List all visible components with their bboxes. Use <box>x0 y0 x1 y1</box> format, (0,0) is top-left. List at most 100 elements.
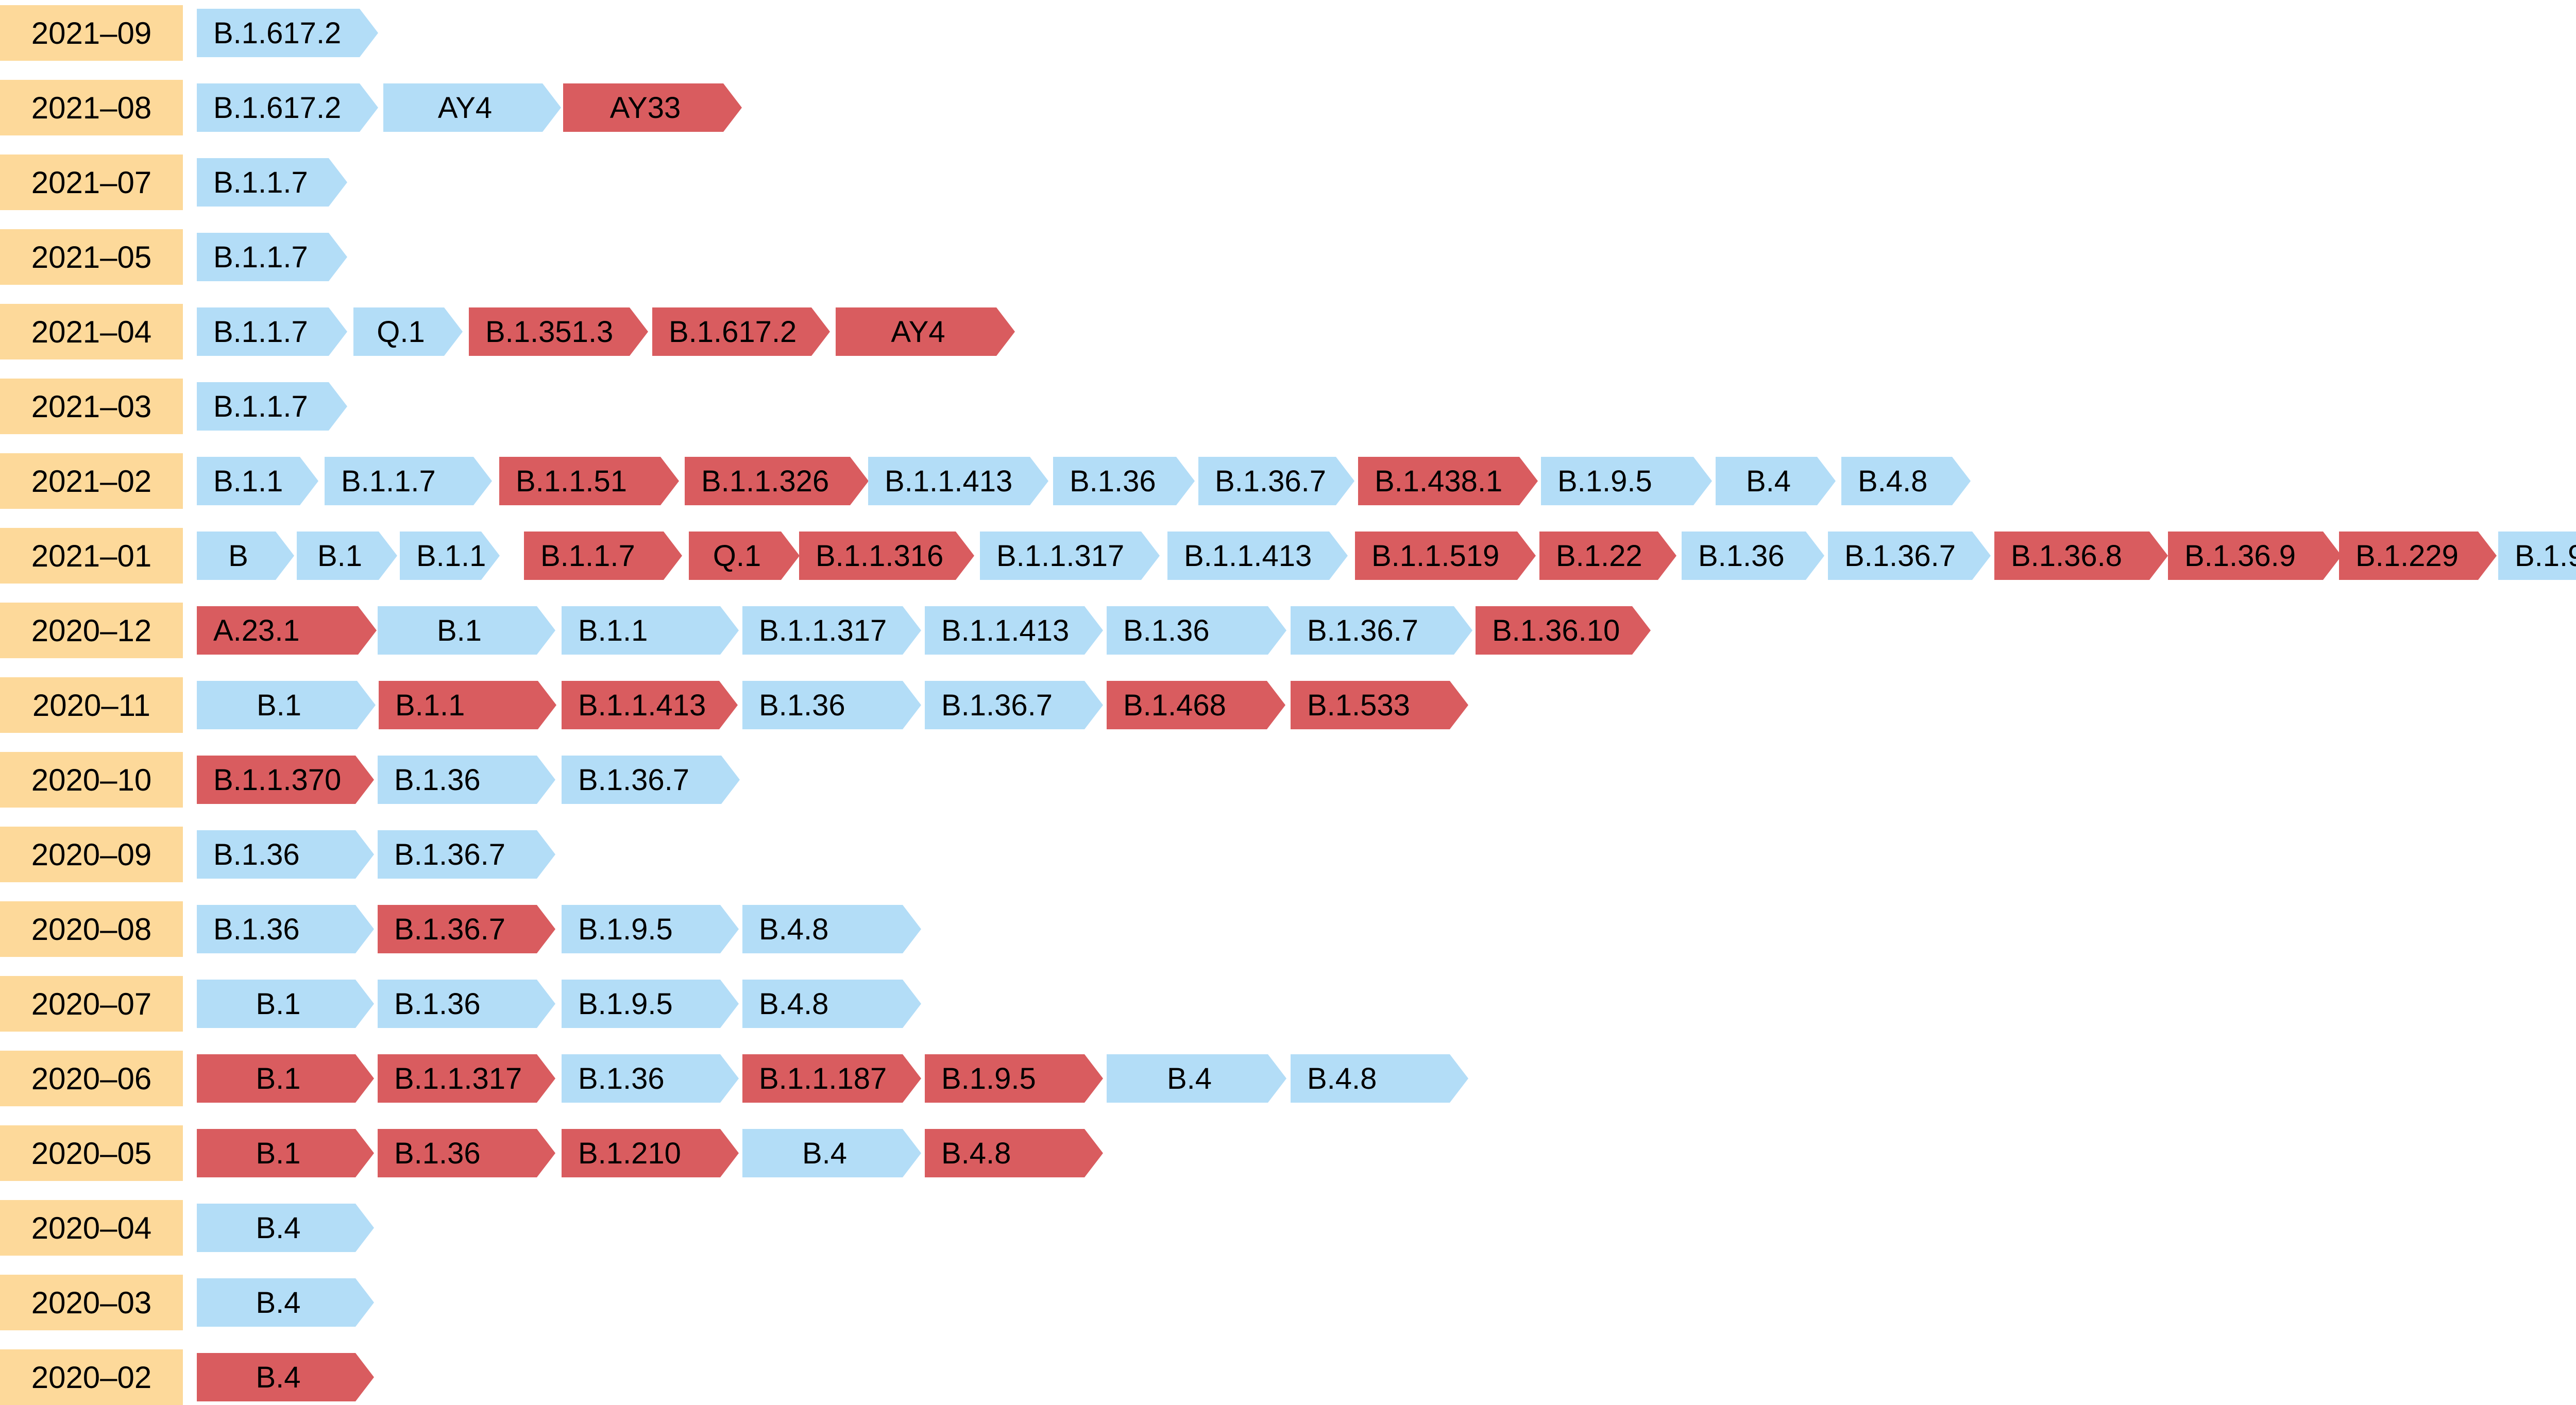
month-label-2020-09: 2020–09 <box>0 827 183 882</box>
lineage-tag-b-1-1-7-blue: B.1.1.7 <box>197 382 347 431</box>
lineage-tag-b-1-229-red: B.1.229 <box>2339 532 2497 580</box>
lineage-tag-b-1-22-red: B.1.22 <box>1539 532 1676 580</box>
month-label-2020-05: 2020–05 <box>0 1125 183 1181</box>
month-label-2021-08: 2021–08 <box>0 80 183 135</box>
lineage-tag-b-1-blue: B.1 <box>197 681 376 729</box>
month-label-2020-10: 2020–10 <box>0 752 183 808</box>
lineage-tag-b-1-1-blue: B.1.1 <box>197 457 318 505</box>
month-label-2020-02: 2020–02 <box>0 1349 183 1405</box>
lineage-tag-b-1-210-red: B.1.210 <box>562 1129 739 1177</box>
lineage-tag-b-1-36-red: B.1.36 <box>378 1129 555 1177</box>
lineage-tag-b-1-36-10-red: B.1.36.10 <box>1476 606 1651 655</box>
lineage-tag-b-1-red: B.1 <box>197 1054 374 1103</box>
lineage-tag-b-1-1-187-red: B.1.1.187 <box>742 1054 921 1103</box>
lineage-tag-b-1-1-370-red: B.1.1.370 <box>197 756 374 804</box>
month-label-2021-04: 2021–04 <box>0 304 183 359</box>
month-label-2020-03: 2020–03 <box>0 1275 183 1330</box>
month-label-2020-11: 2020–11 <box>0 677 183 733</box>
lineage-tag-b-1-blue: B.1 <box>378 606 555 655</box>
lineage-tag-b-1-blue: B.1 <box>197 980 374 1028</box>
lineage-tag-b-1-9-5-blue: B.1.9.5 <box>562 905 739 953</box>
month-label-2021-09: 2021–09 <box>0 5 183 61</box>
month-label-2020-12: 2020–12 <box>0 603 183 658</box>
lineage-tag-b-1-1-519-red: B.1.1.519 <box>1355 532 1536 580</box>
lineage-tag-b-1-blue: B.1 <box>297 532 397 580</box>
lineage-tag-b-1-36-blue: B.1.36 <box>378 756 555 804</box>
lineage-tag-b-1-1-316-red: B.1.1.316 <box>799 532 974 580</box>
lineage-tag-b-4-blue: B.4 <box>1716 457 1836 505</box>
lineage-tag-b-1-36-blue: B.1.36 <box>562 1054 739 1103</box>
lineage-tag-b-1-36-blue: B.1.36 <box>1107 606 1286 655</box>
lineage-tag-b-1-617-2-red: B.1.617.2 <box>652 307 830 356</box>
lineage-tag-ay4-red: AY4 <box>836 307 1015 356</box>
lineage-tag-b-4-8-blue: B.4.8 <box>742 980 921 1028</box>
lineage-tag-b-1-red: B.1 <box>197 1129 374 1177</box>
lineage-tag-b-4-8-red: B.4.8 <box>925 1129 1103 1177</box>
lineage-tag-ay33-red: AY33 <box>563 83 742 132</box>
lineage-tag-b-1-36-7-blue: B.1.36.7 <box>1198 457 1354 505</box>
lineage-tag-b-1-36-9-red: B.1.36.9 <box>2168 532 2342 580</box>
lineage-tag-b-1-1-51-red: B.1.1.51 <box>499 457 679 505</box>
lineage-tag-b-1-533-red: B.1.533 <box>1291 681 1468 729</box>
lineage-tag-b-1-36-blue: B.1.36 <box>197 905 374 953</box>
lineage-tag-b-1-1-413-blue: B.1.1.413 <box>925 606 1103 655</box>
month-label-2021-07: 2021–07 <box>0 155 183 210</box>
month-label-2021-02: 2021–02 <box>0 453 183 509</box>
lineage-tag-b-1-1-7-blue: B.1.1.7 <box>197 158 347 207</box>
lineage-tag-b-1-9-5-blue: B.1.9.5 <box>1541 457 1712 505</box>
lineage-tag-b-4-blue: B.4 <box>197 1204 374 1252</box>
lineage-tag-b-4-8-blue: B.4.8 <box>742 905 921 953</box>
lineage-tag-b-1-36-7-blue: B.1.36.7 <box>378 830 555 879</box>
lineage-tag-b-1-36-7-red: B.1.36.7 <box>378 905 555 953</box>
lineage-tag-b-4-red: B.4 <box>197 1353 374 1401</box>
lineage-tag-b-1-9-5-red: B.1.9.5 <box>925 1054 1103 1103</box>
lineage-tag-b-1-1-red: B.1.1 <box>379 681 556 729</box>
lineage-tag-b-4-blue: B.4 <box>197 1278 374 1327</box>
lineage-tag-b-1-351-3-red: B.1.351.3 <box>469 307 648 356</box>
month-label-2020-08: 2020–08 <box>0 901 183 957</box>
lineage-tag-a-23-1-red: A.23.1 <box>197 606 377 655</box>
month-label-2020-07: 2020–07 <box>0 976 183 1032</box>
lineage-tag-b-1-1-7-blue: B.1.1.7 <box>325 457 492 505</box>
lineage-tag-b-1-36-blue: B.1.36 <box>1053 457 1195 505</box>
lineage-tag-ay4-blue: AY4 <box>383 83 561 132</box>
month-label-2020-04: 2020–04 <box>0 1200 183 1256</box>
lineage-tag-b-4-8-blue: B.4.8 <box>1841 457 1971 505</box>
lineage-tag-b-1-1-413-red: B.1.1.413 <box>562 681 738 729</box>
lineage-tag-q-1-blue: Q.1 <box>353 307 463 356</box>
lineage-tag-b-1-1-317-red: B.1.1.317 <box>378 1054 555 1103</box>
lineage-tag-b-1-1-317-blue: B.1.1.317 <box>980 532 1160 580</box>
lineage-tag-b-1-36-7-blue: B.1.36.7 <box>925 681 1103 729</box>
lineage-tag-b-1-1-413-blue: B.1.1.413 <box>868 457 1048 505</box>
lineage-tag-b-1-1-7-red: B.1.1.7 <box>524 532 682 580</box>
lineage-tag-b-1-9-5-blue: B.1.9.5 <box>2498 532 2576 580</box>
lineage-tag-b-1-36-7-blue: B.1.36.7 <box>1291 606 1472 655</box>
lineage-tag-b-1-1-317-blue: B.1.1.317 <box>742 606 921 655</box>
lineage-tag-q-1-red: Q.1 <box>689 532 800 580</box>
lineage-tag-b-1-617-2-blue: B.1.617.2 <box>197 9 378 57</box>
lineage-tag-b-1-36-blue: B.1.36 <box>1682 532 1824 580</box>
lineage-tag-b-1-36-8-red: B.1.36.8 <box>1994 532 2168 580</box>
lineage-tag-b-1-36-blue: B.1.36 <box>378 980 555 1028</box>
lineage-tag-b-1-1-326-red: B.1.1.326 <box>685 457 869 505</box>
lineage-tag-b-4-blue: B.4 <box>742 1129 921 1177</box>
lineage-tag-b-1-36-7-blue: B.1.36.7 <box>1828 532 1991 580</box>
lineage-tag-b-1-36-7-blue: B.1.36.7 <box>562 756 740 804</box>
month-label-2021-03: 2021–03 <box>0 379 183 434</box>
lineage-tag-b-blue: B <box>197 532 294 580</box>
month-label-2021-05: 2021–05 <box>0 229 183 285</box>
lineage-tag-b-1-1-7-blue: B.1.1.7 <box>197 307 347 356</box>
lineage-tag-b-1-468-red: B.1.468 <box>1107 681 1285 729</box>
lineage-tag-b-1-36-blue: B.1.36 <box>197 830 374 879</box>
lineage-tag-b-1-438-1-red: B.1.438.1 <box>1358 457 1538 505</box>
lineage-tag-b-1-1-7-blue: B.1.1.7 <box>197 233 347 281</box>
lineage-tag-b-4-8-blue: B.4.8 <box>1291 1054 1468 1103</box>
lineage-tag-b-4-blue: B.4 <box>1107 1054 1286 1103</box>
lineage-tag-b-1-36-blue: B.1.36 <box>742 681 921 729</box>
month-label-2020-06: 2020–06 <box>0 1051 183 1106</box>
lineage-tag-b-1-617-2-blue: B.1.617.2 <box>197 83 378 132</box>
lineage-tag-b-1-1-blue: B.1.1 <box>400 532 500 580</box>
lineage-tag-b-1-9-5-blue: B.1.9.5 <box>562 980 739 1028</box>
month-label-2021-01: 2021–01 <box>0 528 183 584</box>
